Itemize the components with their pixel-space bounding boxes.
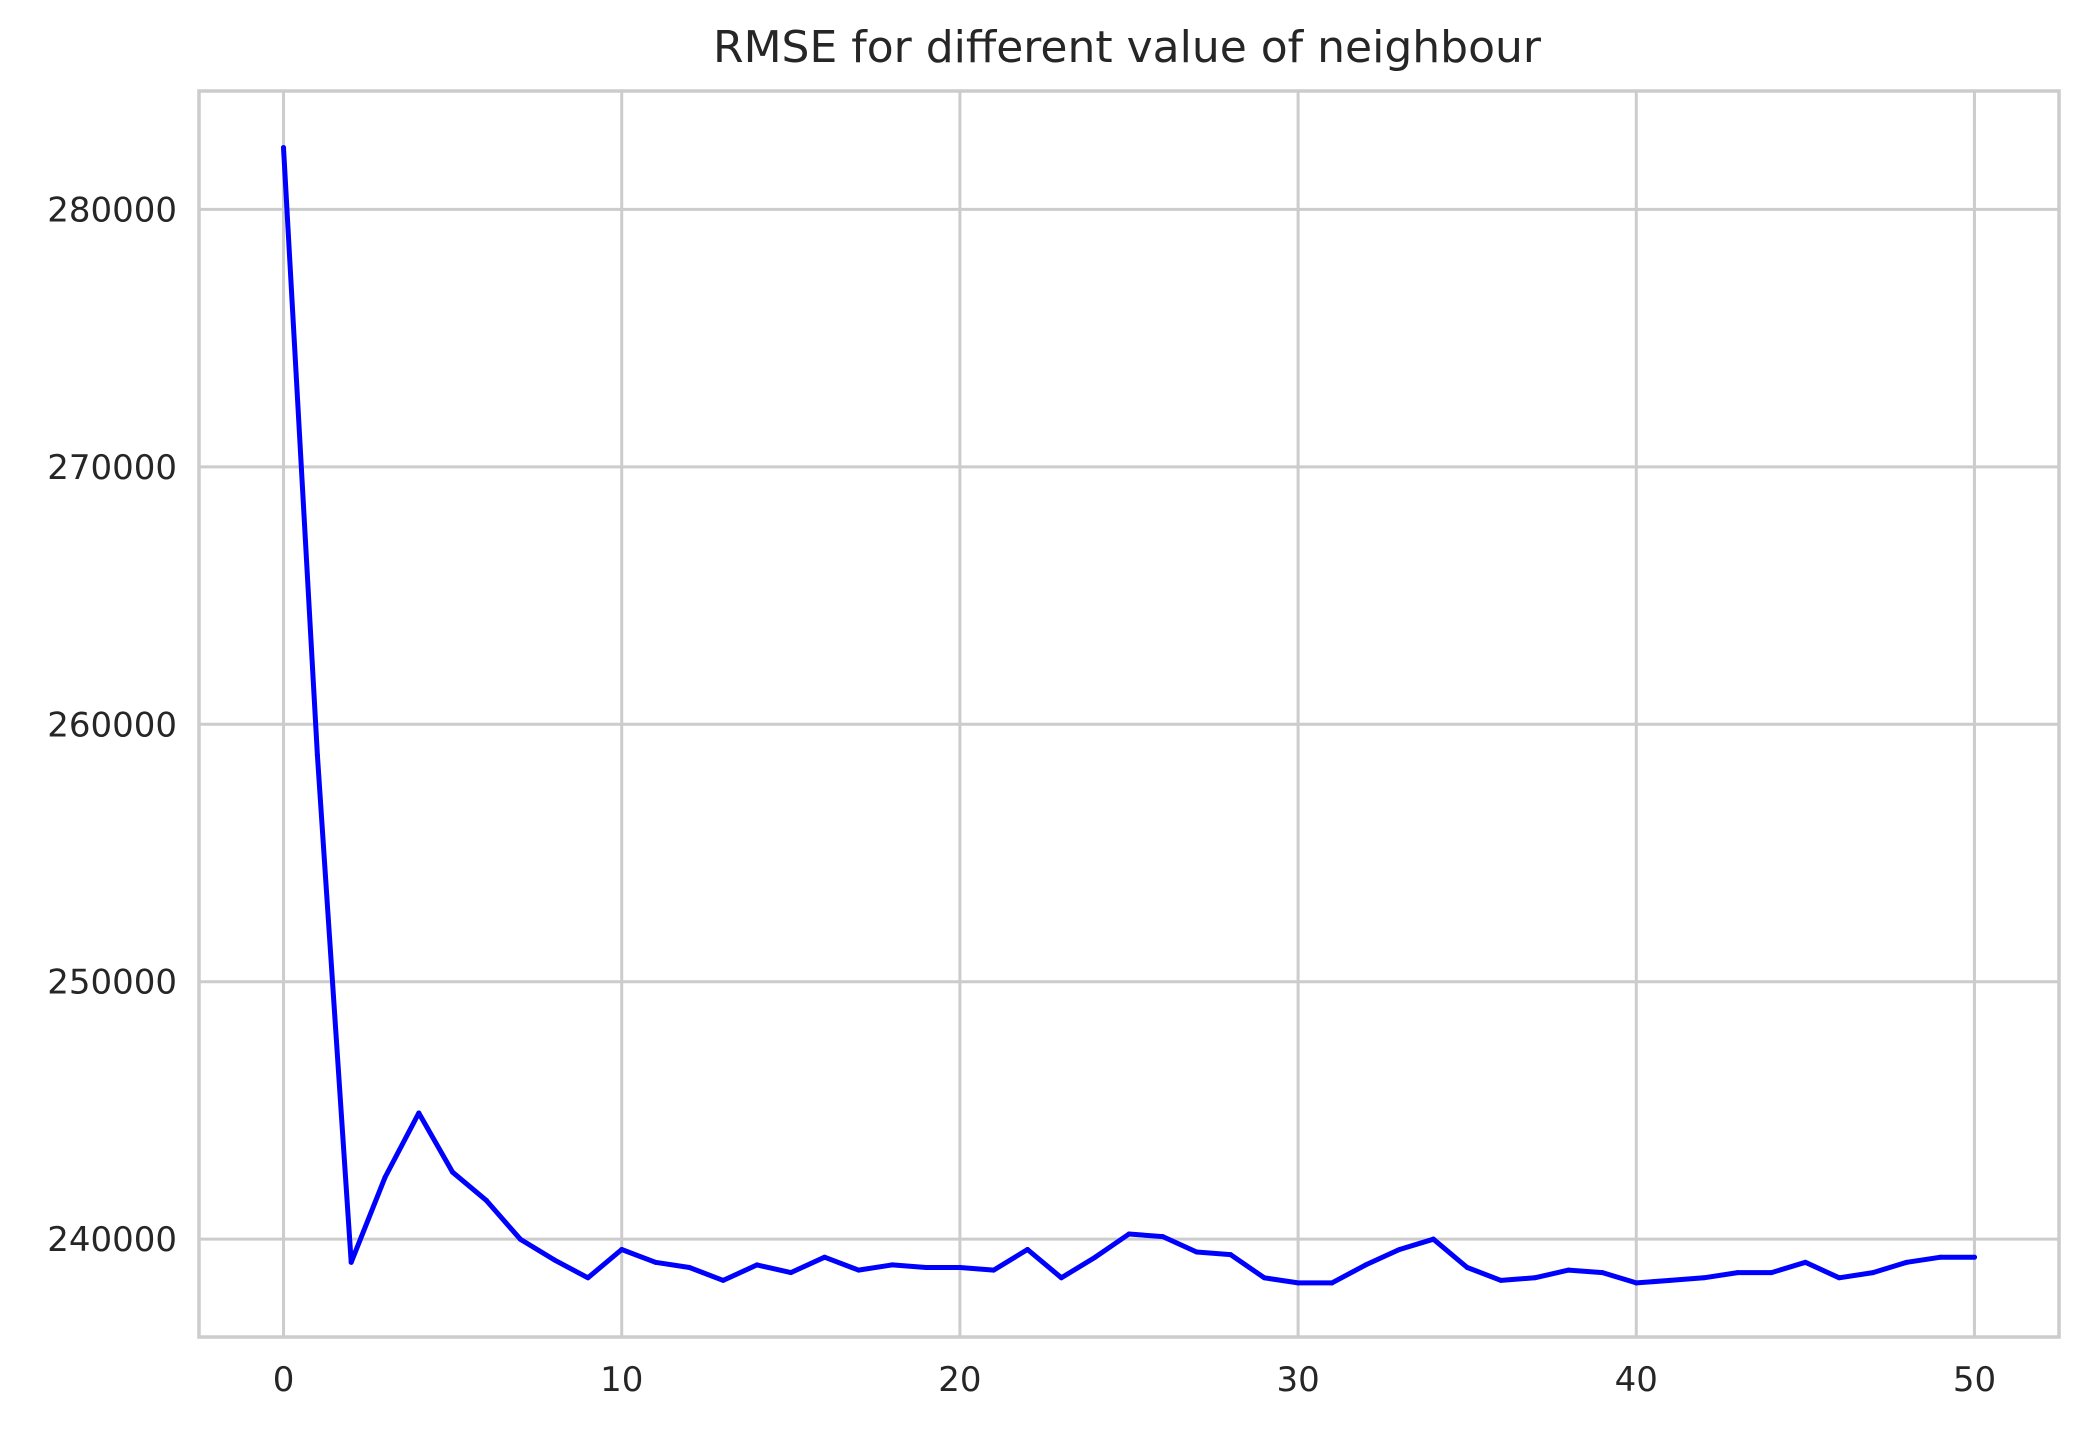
data-point-25	[1126, 1231, 1132, 1237]
x-gridlines	[282, 91, 1976, 1337]
data-point-4	[416, 1110, 422, 1116]
data-point-9	[585, 1275, 591, 1281]
data-point-33	[1397, 1246, 1403, 1252]
data-point-26	[1160, 1234, 1166, 1240]
x-tick-label-0: 0	[273, 1360, 295, 1400]
data-point-22	[1025, 1246, 1031, 1252]
data-point-21	[991, 1267, 997, 1273]
data-point-17	[855, 1267, 861, 1273]
data-point-16	[822, 1254, 828, 1260]
series-layer	[281, 145, 1977, 1286]
data-point-14	[754, 1262, 760, 1268]
x-tick-label-5: 50	[1953, 1360, 1996, 1400]
y-tick-label-0: 240000	[47, 1220, 177, 1260]
data-point-44	[1769, 1270, 1775, 1276]
data-point-49	[1938, 1254, 1944, 1260]
data-point-2	[348, 1259, 354, 1265]
data-point-18	[889, 1262, 895, 1268]
data-point-42	[1701, 1275, 1707, 1281]
data-point-30	[1295, 1280, 1301, 1286]
data-point-47	[1870, 1270, 1876, 1276]
data-point-13	[720, 1277, 726, 1283]
data-point-46	[1836, 1275, 1842, 1281]
data-point-27	[1194, 1249, 1200, 1255]
data-point-32	[1363, 1262, 1369, 1268]
data-point-31	[1329, 1280, 1335, 1286]
x-tick-label-2: 20	[938, 1360, 981, 1400]
data-point-50	[1971, 1254, 1977, 1260]
y-tick-label-1: 250000	[47, 963, 177, 1003]
y-gridlines	[199, 207, 2059, 1241]
x-tick-label-1: 10	[600, 1360, 643, 1400]
data-point-10	[619, 1246, 625, 1252]
data-point-19	[923, 1264, 929, 1270]
data-point-41	[1667, 1277, 1673, 1283]
data-point-29	[1261, 1275, 1267, 1281]
data-point-34	[1430, 1236, 1436, 1242]
chart-title: RMSE for different value of neighbour	[713, 22, 1542, 73]
y-tick-label-3: 270000	[47, 448, 177, 488]
data-point-38	[1566, 1267, 1572, 1273]
data-point-36	[1498, 1277, 1504, 1283]
data-point-40	[1633, 1280, 1639, 1286]
data-point-11	[653, 1259, 659, 1265]
data-point-39	[1599, 1270, 1605, 1276]
x-tick-label-3: 30	[1276, 1360, 1319, 1400]
x-tick-labels: 0 10 20 30 40 50	[273, 1360, 1996, 1400]
data-point-48	[1904, 1259, 1910, 1265]
data-point-3	[382, 1174, 388, 1180]
data-point-28	[1227, 1252, 1233, 1258]
data-point-45	[1802, 1259, 1808, 1265]
y-tick-labels: 240000 250000 260000 270000 280000	[47, 190, 177, 1260]
data-point-37	[1532, 1275, 1538, 1281]
data-point-6	[483, 1198, 489, 1204]
data-point-12	[686, 1264, 692, 1270]
data-point-20	[957, 1264, 963, 1270]
data-point-15	[788, 1270, 794, 1276]
data-point-7	[517, 1236, 523, 1242]
series-line-0	[281, 145, 1977, 1286]
data-point-5	[450, 1169, 456, 1175]
data-point-24	[1092, 1254, 1098, 1260]
plot-frame	[197, 89, 2061, 1339]
x-tick-label-4: 40	[1615, 1360, 1658, 1400]
data-point-0	[281, 145, 287, 151]
data-point-35	[1464, 1264, 1470, 1270]
y-tick-label-4: 280000	[47, 190, 177, 230]
data-point-43	[1735, 1270, 1741, 1276]
y-tick-label-2: 260000	[47, 705, 177, 745]
data-point-8	[551, 1257, 557, 1263]
data-point-1	[314, 752, 320, 758]
data-point-23	[1058, 1275, 1064, 1281]
